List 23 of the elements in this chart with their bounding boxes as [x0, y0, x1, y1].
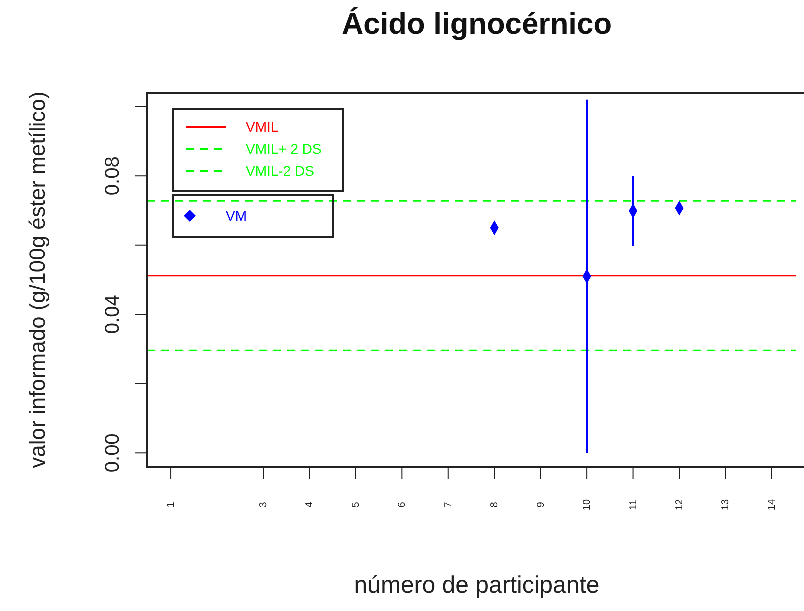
x-tick-label: 10	[582, 499, 594, 511]
legend-label: VMIL	[246, 119, 279, 135]
y-tick-label: 0.00	[102, 434, 124, 473]
x-tick-label: 3	[258, 502, 270, 508]
x-tick-label: 13	[720, 499, 732, 511]
y-axis-title: valor informado (g/100g éster metílico)	[25, 92, 51, 468]
legend-label: VMIL+ 2 DS	[246, 141, 322, 157]
x-tick-label: 14	[766, 499, 778, 511]
chart-title: Ácido lignocérnico	[340, 8, 614, 42]
x-tick-label: 8	[490, 502, 501, 508]
x-tick-label: 5	[350, 502, 362, 508]
legend-label: VM	[226, 208, 247, 224]
x-tick-label: 11	[628, 499, 640, 510]
x-tick-label: 12	[674, 499, 686, 511]
x-axis-title: número de participante	[353, 572, 601, 600]
x-tick-label: 9	[536, 502, 547, 508]
x-tick-label: 7	[443, 502, 454, 508]
legend-label: VMIL-2 DS	[246, 163, 314, 179]
y-tick-label: 0.04	[102, 295, 124, 334]
x-tick-label: 6	[397, 502, 408, 508]
y-tick-label: 0.08	[102, 156, 124, 196]
x-tick-label: 1	[166, 502, 178, 508]
x-tick-label: 4	[304, 502, 316, 508]
